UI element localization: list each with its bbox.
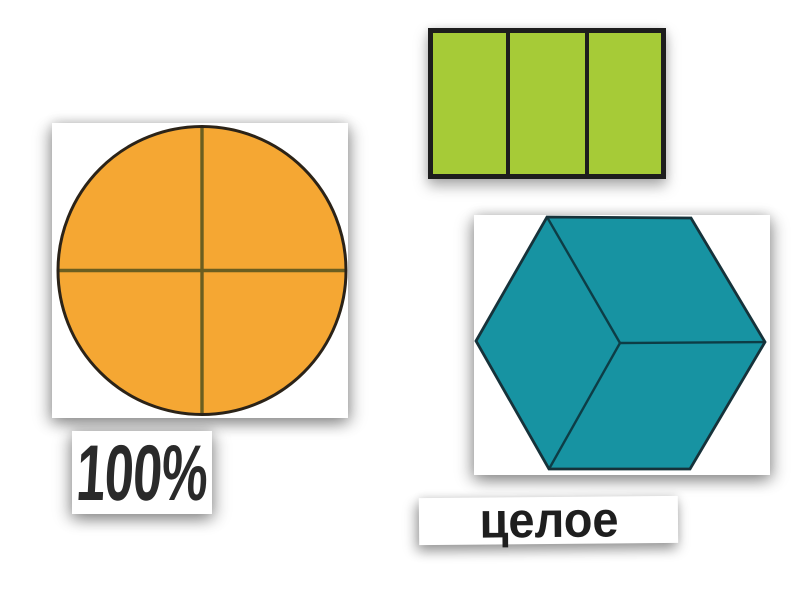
- percent-label: 100%: [74, 428, 210, 517]
- percent-label-card: 100%: [72, 428, 212, 517]
- whole-label: целое: [478, 491, 619, 549]
- hexagon-divider-right: [619, 340, 766, 345]
- hexagon-figure: [474, 215, 767, 471]
- circle-outline: [56, 125, 348, 416]
- thirds-rectangle: [428, 28, 666, 179]
- hexagon-divider-downleft: [547, 342, 622, 470]
- quartered-circle-figure: [56, 125, 348, 416]
- thirds-rectangle-figure: [428, 28, 666, 179]
- circle-card: [52, 123, 348, 418]
- rectangle-whole-shape: [428, 28, 666, 179]
- whole-label-card: целое: [418, 491, 679, 549]
- hexagon-divider-upleft: [545, 216, 622, 344]
- hexagon-card: [474, 215, 770, 475]
- hexagon-outline: [474, 215, 767, 471]
